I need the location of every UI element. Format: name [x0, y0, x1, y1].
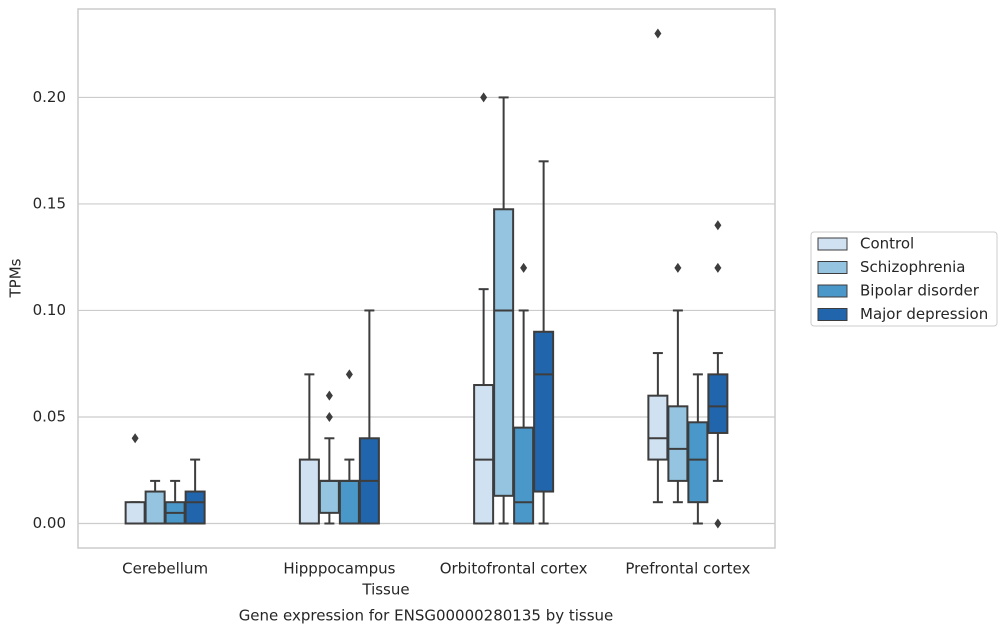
box	[647, 394, 669, 461]
outlier	[131, 433, 139, 444]
x-tick-label: Prefrontal cortex	[625, 560, 750, 578]
outlier	[520, 262, 528, 273]
plot-frame	[77, 8, 776, 549]
legend-swatch	[817, 261, 848, 274]
x-tick-label: Hipppocampus	[283, 560, 395, 578]
box	[707, 373, 729, 434]
legend-label: Schizophrenia	[860, 258, 965, 276]
box	[473, 384, 495, 525]
box	[338, 479, 360, 525]
caption: Gene expression for ENSG00000280135 by t…	[239, 607, 614, 625]
box	[513, 426, 535, 525]
box	[184, 490, 206, 525]
box	[493, 208, 515, 497]
y-axis-label: TPMs	[7, 258, 25, 298]
y-tick-label: 0.00	[33, 514, 66, 532]
y-tick-label: 0.20	[33, 88, 66, 106]
x-tick-label: Orbitofrontal cortex	[440, 560, 588, 578]
outlier	[325, 390, 333, 401]
y-tick-label: 0.05	[33, 407, 66, 425]
legend-swatch	[817, 284, 848, 298]
outlier	[325, 411, 333, 422]
x-tick-label: Cerebellum	[122, 560, 208, 578]
outlier	[714, 262, 722, 273]
outlier	[654, 28, 662, 39]
box	[687, 421, 709, 504]
legend-label: Control	[860, 235, 914, 253]
outlier	[480, 92, 488, 103]
box	[533, 330, 555, 493]
outlier	[714, 518, 722, 529]
legend-label: Major depression	[860, 305, 988, 323]
legend-label: Bipolar disorder	[860, 282, 980, 300]
box	[144, 490, 166, 525]
legend-swatch	[817, 237, 848, 251]
box	[318, 479, 340, 514]
box	[298, 458, 320, 525]
y-tick-label: 0.10	[33, 301, 66, 319]
outlier	[674, 262, 682, 273]
box	[124, 501, 146, 525]
legend	[810, 231, 998, 327]
x-axis-label: Tissue	[361, 581, 409, 599]
box	[667, 405, 689, 482]
outlier	[714, 220, 722, 231]
outlier	[345, 369, 353, 380]
y-tick-label: 0.15	[33, 194, 66, 212]
legend-swatch	[817, 308, 848, 321]
